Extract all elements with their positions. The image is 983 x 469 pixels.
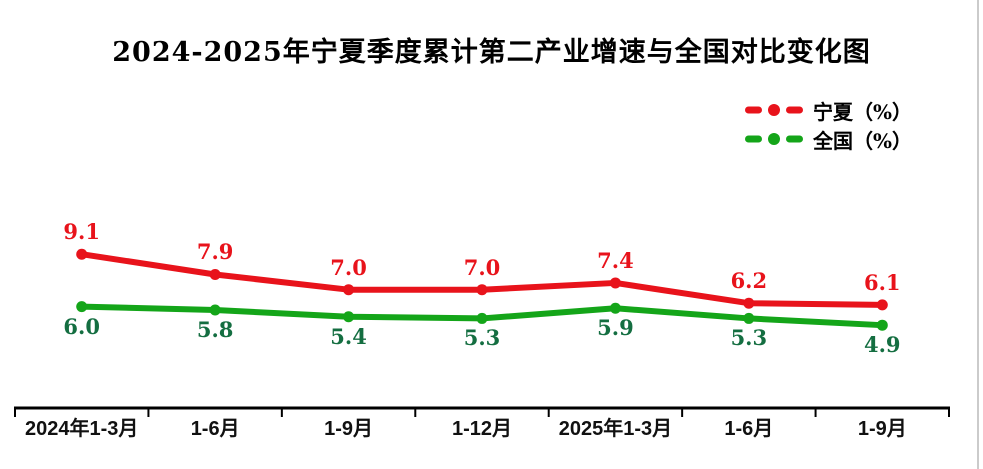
data-point-ningxia-4 (609, 277, 621, 289)
legend-label-1: 全国（%） (813, 128, 913, 153)
data-label-ningxia-2: 7.0 (330, 254, 367, 280)
data-point-ningxia-5 (743, 297, 755, 309)
data-label-ningxia-6: 6.1 (864, 269, 901, 295)
data-point-ningxia-3 (476, 284, 488, 296)
data-point-national-1 (209, 304, 221, 316)
legend-item-1: 全国（%） (745, 128, 912, 153)
x-axis-label-3: 1-12月 (451, 418, 513, 440)
data-point-national-5 (743, 312, 755, 324)
x-axis-label-6: 1-9月 (857, 418, 907, 440)
legend: 宁夏（%） 全国（%） (745, 99, 912, 153)
data-point-ningxia-1 (209, 268, 221, 280)
window-right-border (977, 0, 979, 469)
data-point-ningxia-6 (876, 299, 888, 311)
data-label-national-5: 5.3 (730, 325, 768, 351)
data-point-national-4 (609, 302, 621, 314)
legend-line-marker-icon (745, 104, 803, 116)
data-label-ningxia-4: 7.4 (597, 247, 634, 273)
x-axis-label-1: 1-6月 (190, 418, 240, 440)
data-label-ningxia-1: 7.9 (196, 239, 234, 265)
data-label-ningxia-3: 7.0 (463, 254, 501, 280)
chart-title: 2024-2025年宁夏季度累计第二产业增速与全国对比变化图 (112, 37, 871, 68)
legend-line-marker-icon (745, 133, 803, 145)
data-point-ningxia-2 (343, 284, 355, 296)
data-label-national-6: 4.9 (864, 332, 901, 358)
data-label-ningxia-0: 9.1 (63, 219, 100, 245)
data-label-national-1: 5.8 (196, 316, 234, 342)
x-axis-label-0: 2024年1-3月 (25, 418, 139, 440)
data-point-national-3 (476, 312, 488, 324)
legend-item-0: 宁夏（%） (745, 99, 912, 124)
data-label-national-2: 5.4 (330, 323, 367, 349)
data-label-ningxia-5: 6.2 (730, 268, 768, 294)
data-label-national-3: 5.3 (463, 325, 501, 351)
x-axis-label-4: 2025年1-3月 (558, 418, 673, 440)
data-point-ningxia-0 (76, 248, 88, 260)
data-label-national-4: 5.9 (597, 315, 634, 341)
x-axis-label-5: 1-6月 (724, 418, 774, 440)
data-point-national-2 (343, 311, 355, 323)
data-point-national-6 (876, 319, 888, 331)
data-label-national-0: 6.0 (63, 313, 100, 339)
x-axis-label-2: 1-9月 (324, 418, 374, 440)
legend-label-0: 宁夏（%） (813, 99, 913, 124)
data-point-national-0 (76, 301, 88, 313)
